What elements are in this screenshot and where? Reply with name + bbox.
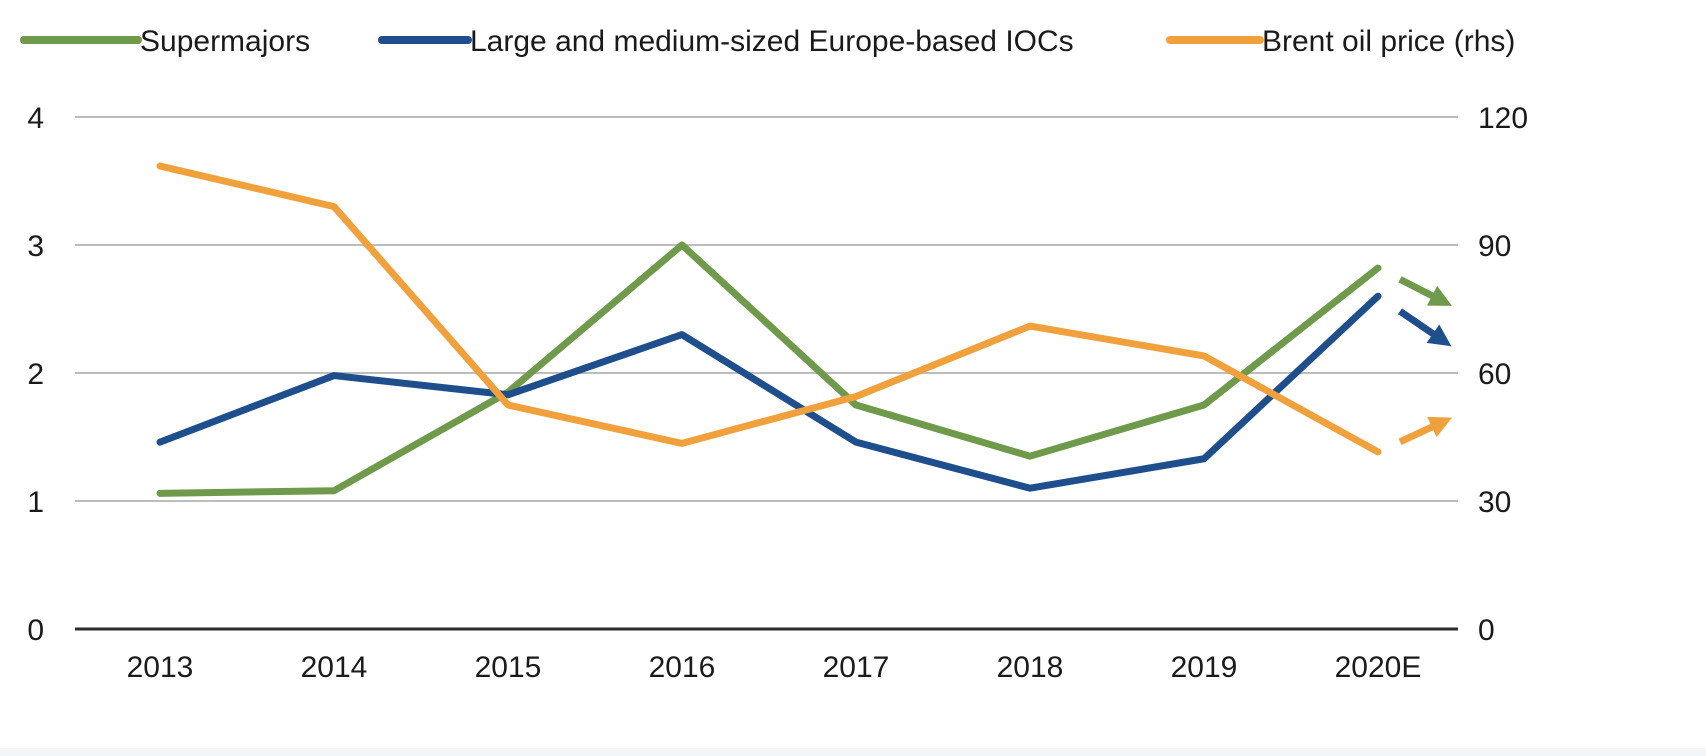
y-axis-right: 0 30 60 90 120 — [1478, 102, 1528, 647]
series-lines — [156, 162, 1453, 497]
projection-arrow-brent-oil-price-rhs — [1398, 416, 1453, 445]
y-right-tick-label: 120 — [1478, 102, 1528, 135]
x-tick-label: 2017 — [823, 651, 890, 684]
y-right-tick-label: 60 — [1478, 358, 1511, 391]
y-right-tick-label: 0 — [1478, 614, 1495, 647]
x-tick-label: 2014 — [301, 651, 368, 684]
series-line-brent-oil-price-rhs — [156, 162, 1382, 456]
x-tick-label: 2020E — [1335, 651, 1422, 684]
legend-label-supermajors: Supermajors — [140, 25, 310, 58]
x-tick-label: 2016 — [649, 651, 716, 684]
projection-arrow-large-and-medium-sized-europe-based-iocs — [1398, 308, 1452, 347]
series-line-large-and-medium-sized-europe-based-iocs — [156, 292, 1382, 492]
y-left-tick-label: 1 — [27, 486, 44, 519]
x-tick-label: 2018 — [997, 651, 1064, 684]
y-left-tick-label: 4 — [27, 102, 44, 135]
x-axis: 2013 2014 2015 2016 2017 2018 2019 2020E — [127, 651, 1422, 684]
legend-label-large-and-medium-sized-europe-based-iocs: Large and medium-sized Europe-based IOCs — [470, 25, 1074, 58]
x-tick-label: 2019 — [1171, 651, 1238, 684]
x-tick-label: 2013 — [127, 651, 194, 684]
series-line-supermajors — [156, 241, 1382, 497]
x-tick-label: 2015 — [475, 651, 542, 684]
y-left-tick-label: 3 — [27, 230, 44, 263]
legend-label-brent-oil-price-rhs: Brent oil price (rhs) — [1262, 25, 1515, 58]
grid-lines — [75, 116, 1458, 631]
y-left-tick-label: 0 — [27, 614, 44, 647]
legend: Supermajors Large and medium-sized Europe… — [20, 25, 1515, 58]
y-right-tick-label: 30 — [1478, 486, 1511, 519]
projection-arrow-supermajors — [1398, 276, 1452, 306]
bottom-strip — [0, 748, 1706, 756]
y-left-tick-label: 2 — [27, 358, 44, 391]
y-axis-left: 0 1 2 3 4 — [27, 102, 44, 647]
y-right-tick-label: 90 — [1478, 230, 1511, 263]
